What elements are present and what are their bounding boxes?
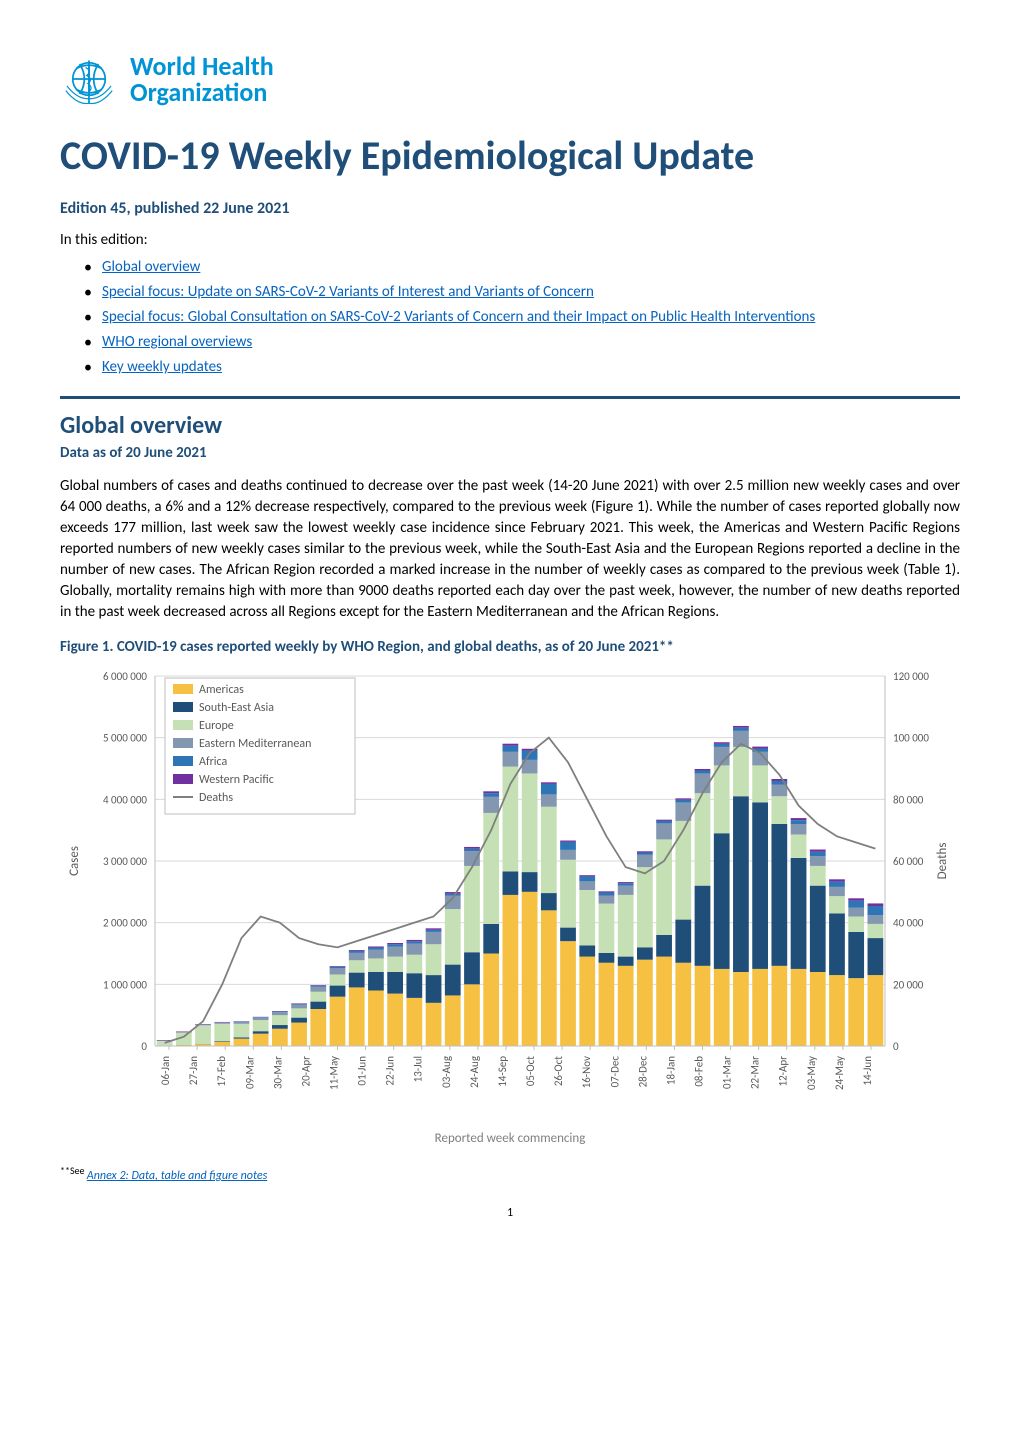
section-rule bbox=[60, 396, 960, 399]
x-axis-caption: Reported week commencing bbox=[60, 1130, 960, 1148]
svg-text:24-Aug: 24-Aug bbox=[468, 1056, 481, 1088]
svg-text:03-Aug: 03-Aug bbox=[440, 1056, 453, 1088]
svg-text:Deaths: Deaths bbox=[199, 791, 233, 805]
svg-text:120 000: 120 000 bbox=[893, 670, 929, 683]
toc-intro: In this edition: bbox=[60, 230, 960, 251]
svg-text:6 000 000: 6 000 000 bbox=[103, 670, 147, 683]
svg-text:22-Mar: 22-Mar bbox=[749, 1056, 762, 1089]
toc-link[interactable]: Global overview bbox=[102, 258, 200, 276]
svg-text:26-Oct: 26-Oct bbox=[552, 1056, 565, 1086]
toc-item: Special focus: Update on SARS-CoV-2 Vari… bbox=[84, 282, 960, 303]
svg-text:Europe: Europe bbox=[199, 719, 234, 733]
toc-link[interactable]: Special focus: Update on SARS-CoV-2 Vari… bbox=[102, 283, 594, 301]
svg-text:Eastern Mediterranean: Eastern Mediterranean bbox=[199, 737, 311, 751]
stacked-bar-line-chart: 0 1 000 000 2 000 000 3 000 000 4 000 000 5 0… bbox=[60, 666, 960, 1126]
section-heading: Global overview bbox=[60, 409, 960, 443]
svg-text:18-Jan: 18-Jan bbox=[664, 1056, 677, 1085]
svg-text:20-Apr: 20-Apr bbox=[299, 1056, 312, 1087]
svg-text:0: 0 bbox=[893, 1040, 899, 1053]
svg-text:14-Jun: 14-Jun bbox=[861, 1056, 874, 1086]
svg-text:60 000: 60 000 bbox=[893, 855, 924, 868]
svg-text:01-Jun: 01-Jun bbox=[356, 1056, 369, 1086]
svg-text:16-Nov: 16-Nov bbox=[580, 1056, 593, 1088]
footnote-link[interactable]: Annex 2: Data, table and figure notes bbox=[87, 1169, 267, 1183]
toc-list: Global overview Special focus: Update on … bbox=[60, 257, 960, 378]
svg-text:07-Dec: 07-Dec bbox=[608, 1056, 621, 1088]
toc-item: WHO regional overviews bbox=[84, 332, 960, 353]
who-logo-text: World Health Organization bbox=[130, 53, 274, 105]
svg-text:2 000 000: 2 000 000 bbox=[103, 917, 147, 930]
svg-text:24-May: 24-May bbox=[833, 1056, 846, 1090]
page-number: 1 bbox=[60, 1205, 960, 1222]
svg-text:Africa: Africa bbox=[199, 755, 228, 769]
svg-text:22-Jun: 22-Jun bbox=[384, 1056, 397, 1086]
edition-line: Edition 45, published 22 June 2021 bbox=[60, 198, 960, 220]
toc-link[interactable]: Special focus: Global Consultation on SA… bbox=[102, 308, 815, 326]
svg-text:11-May: 11-May bbox=[328, 1056, 341, 1090]
toc-item: Key weekly updates bbox=[84, 357, 960, 378]
who-logo-block: World Health Organization bbox=[60, 50, 960, 108]
overview-paragraph: Global numbers of cases and deaths conti… bbox=[60, 476, 960, 623]
svg-text:Deaths: Deaths bbox=[935, 843, 950, 880]
who-emblem-icon bbox=[60, 50, 118, 108]
svg-text:Americas: Americas bbox=[199, 683, 244, 697]
svg-text:100 000: 100 000 bbox=[893, 732, 929, 745]
svg-text:12-Apr: 12-Apr bbox=[777, 1056, 790, 1087]
svg-text:5 000 000: 5 000 000 bbox=[103, 732, 147, 745]
svg-text:3 000 000: 3 000 000 bbox=[103, 855, 147, 868]
svg-text:30-Mar: 30-Mar bbox=[271, 1056, 284, 1089]
svg-text:0: 0 bbox=[141, 1040, 147, 1053]
toc-link[interactable]: Key weekly updates bbox=[102, 358, 222, 376]
svg-text:20 000: 20 000 bbox=[893, 978, 924, 991]
figure-1-chart: 0 1 000 000 2 000 000 3 000 000 4 000 000 5 0… bbox=[60, 666, 960, 1126]
svg-text:03-May: 03-May bbox=[805, 1056, 818, 1090]
svg-text:Cases: Cases bbox=[67, 846, 82, 876]
footnote-prefix: **See bbox=[60, 1164, 87, 1177]
toc-item: Global overview bbox=[84, 257, 960, 278]
svg-text:14-Sep: 14-Sep bbox=[496, 1056, 509, 1087]
toc-link[interactable]: WHO regional overviews bbox=[102, 333, 252, 351]
svg-text:27-Jan: 27-Jan bbox=[187, 1056, 200, 1085]
svg-text:17-Feb: 17-Feb bbox=[215, 1056, 228, 1087]
svg-text:13-Jul: 13-Jul bbox=[412, 1056, 425, 1082]
svg-text:40 000: 40 000 bbox=[893, 917, 924, 930]
svg-text:01-Mar: 01-Mar bbox=[721, 1056, 734, 1089]
toc-item: Special focus: Global Consultation on SA… bbox=[84, 307, 960, 328]
section-subhead: Data as of 20 June 2021 bbox=[60, 443, 960, 464]
logo-line2: Organization bbox=[130, 79, 274, 105]
svg-text:28-Dec: 28-Dec bbox=[636, 1056, 649, 1088]
svg-text:1 000 000: 1 000 000 bbox=[103, 978, 147, 991]
svg-text:South-East Asia: South-East Asia bbox=[199, 701, 274, 715]
svg-text:4 000 000: 4 000 000 bbox=[103, 793, 147, 806]
svg-text:80 000: 80 000 bbox=[893, 793, 924, 806]
svg-text:08-Feb: 08-Feb bbox=[693, 1056, 706, 1087]
document-title: COVID-19 Weekly Epidemiological Update bbox=[60, 128, 960, 184]
svg-text:05-Oct: 05-Oct bbox=[524, 1056, 537, 1086]
svg-text:06-Jan: 06-Jan bbox=[159, 1056, 172, 1085]
figure-caption: Figure 1. COVID-19 cases reported weekly… bbox=[60, 637, 960, 658]
footnote: **See Annex 2: Data, table and figure no… bbox=[60, 1164, 960, 1185]
svg-text:Western Pacific: Western Pacific bbox=[199, 773, 274, 787]
svg-text:09-Mar: 09-Mar bbox=[243, 1056, 256, 1089]
